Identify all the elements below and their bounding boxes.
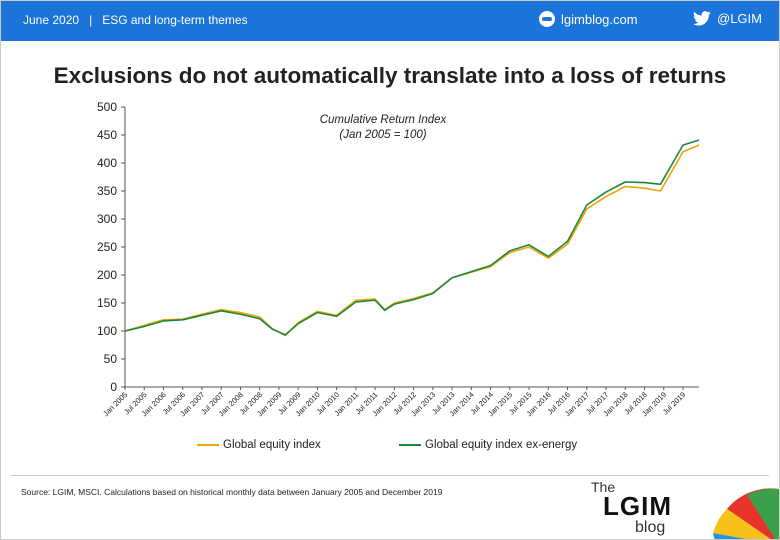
header-twitter-label[interactable]: @LGIM [717,11,762,26]
y-tick-label: 300 [97,212,117,226]
logo-blog: blog [635,519,666,536]
y-tick-label: 150 [97,296,117,310]
header-bar: June 2020 | ESG and long-term themes lgi… [1,1,779,41]
y-tick-label: 0 [110,380,117,394]
twitter-icon [693,11,711,26]
header-twitter-link[interactable]: @LGIM [693,11,762,26]
legend-item-global: Global equity index [197,439,321,451]
globe-icon [539,11,555,27]
header-date: June 2020 [23,13,80,27]
y-tick-label: 400 [97,156,117,170]
header-left: June 2020 | ESG and long-term themes [23,13,248,27]
y-tick-label: 100 [97,324,117,338]
legend-swatch-ex-energy [399,444,421,446]
y-tick-label: 50 [104,352,118,366]
legend-item-ex-energy: Global equity index ex-energy [399,439,577,451]
header-separator: | [89,13,93,27]
y-tick-label: 450 [97,128,117,142]
series-line-global [124,144,700,337]
legend-label-ex-energy: Global equity index ex-energy [425,439,578,451]
footer-divider [11,475,769,476]
umbrella-icon [713,488,779,539]
page-title: Exclusions do not automatically translat… [53,63,727,88]
legend-swatch-global [197,444,219,446]
y-tick-label: 350 [97,184,117,198]
chart-annotation: Cumulative Return Index (Jan 2005 = 100) [303,113,463,143]
chart-subtitle: (Jan 2005 = 100) [339,129,427,141]
logo-lgim: LGIM [603,491,672,521]
chart-title: Cumulative Return Index [319,114,447,126]
y-tick-label: 500 [97,100,117,114]
header-site-label[interactable]: lgimblog.com [561,11,638,27]
source-note: Source: LGIM, MSCI. Calculations based o… [21,487,443,497]
series-line-ex-energy [124,139,700,336]
y-tick-label: 200 [97,268,117,282]
logo-the: The [591,479,616,495]
legend-label-global: Global equity index [223,439,321,451]
lgim-blog-logo: The LGIM blog [591,479,779,539]
y-tick-label: 250 [97,240,117,254]
header-section[interactable]: ESG and long-term themes [102,13,248,27]
header-site-link[interactable]: lgimblog.com [539,11,638,27]
